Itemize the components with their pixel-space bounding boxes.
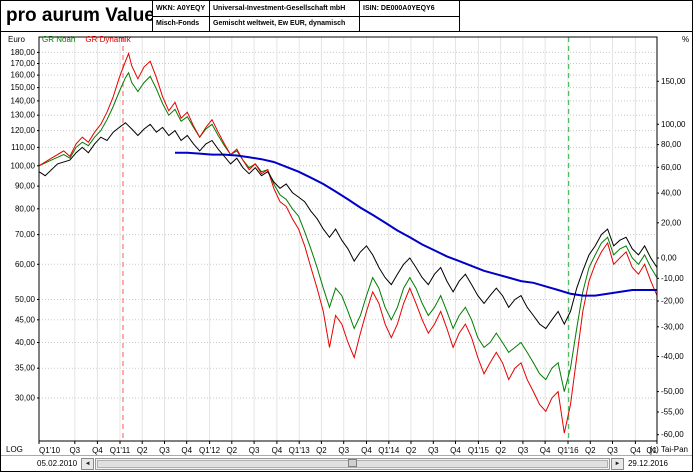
y-tick-left: 110,00 [11, 143, 35, 152]
y-tick-left: 70,00 [15, 230, 36, 239]
y-tick-left: 90,00 [15, 182, 36, 191]
scrollbar-track[interactable] [95, 457, 610, 470]
y-tick-left: 35,00 [15, 364, 36, 373]
isin-box-empty-row [360, 15, 459, 32]
series-average [175, 151, 657, 297]
x-tick: Q4 [181, 446, 192, 455]
y-tick-right: -40,00 [661, 352, 684, 361]
x-tick: Q2 [406, 446, 417, 455]
x-tick: Q3 [69, 446, 80, 455]
x-tick: Q1'10 [39, 446, 61, 455]
wkn-label: WKN: A0YEQY [156, 4, 206, 12]
x-tick: Q3 [428, 446, 439, 455]
x-tick: Q4 [92, 446, 103, 455]
chart-header: pro aurum ValueFlex WKN: A0YEQY Misch-Fo… [1, 1, 692, 32]
y-tick-right: -60,00 [661, 430, 684, 439]
y-tick-left: 140,00 [11, 96, 36, 105]
x-tick: Q1'13 [289, 446, 311, 455]
y-tick-left: 120,00 [11, 126, 36, 135]
y-tick-right: 150,00 [661, 77, 686, 86]
legend: GR Noah GR Dynamik [42, 35, 131, 44]
y-tick-right: 40,00 [661, 189, 682, 198]
y-tick-left: 30,00 [15, 394, 36, 403]
end-date-label: 29.12.2016 [627, 459, 668, 468]
x-tick: Q2 [585, 446, 596, 455]
x-tick: Q2 [316, 446, 327, 455]
y-tick-left: 60,00 [15, 260, 36, 269]
y-tick-left: 180,00 [11, 48, 36, 57]
x-tick: Q1'11 [110, 446, 131, 455]
y-tick-right: -50,00 [661, 387, 684, 396]
plot-frame [38, 36, 658, 442]
start-date-label: 05.02.2010 [37, 459, 78, 468]
y-tick-left: 80,00 [15, 204, 36, 213]
scrollbar-grip[interactable] [347, 458, 357, 467]
page-title: pro aurum ValueFlex [1, 1, 153, 31]
x-tick: Q3 [518, 446, 529, 455]
x-tick: Q4 [272, 446, 283, 455]
scroll-left-button[interactable]: ◄ [81, 457, 95, 470]
price-chart[interactable]: 180,00 170,00 160,00 150,00 140,00 130,00 120,… [1, 32, 693, 456]
x-tick: Q1'15 [468, 446, 490, 455]
timeline-scrollbar: 05.02.2010 ◄ ► 29.12.2016 [1, 455, 692, 471]
y-tick-left: 170,00 [11, 59, 36, 68]
x-tick: Q3 [607, 446, 618, 455]
x-tick: Q4 [361, 446, 372, 455]
x-tick: Q2 [137, 446, 148, 455]
scroll-right-icon: ► [614, 460, 621, 467]
x-tick: Q2 [495, 446, 506, 455]
scroll-right-button[interactable]: ► [610, 457, 624, 470]
category-label: Gemischt weltweit, Ew EUR, dynamisch [210, 15, 359, 32]
x-tick: Q1'14 [378, 446, 400, 455]
left-axis-unit: Euro [8, 35, 25, 44]
isin-label: ISIN: DE000A0YEQY6 [363, 4, 435, 12]
company-box: Universal-Investment-Gesellschaft mbH Ge… [210, 1, 360, 31]
x-tick: Q1'16 [557, 446, 579, 455]
y-tick-left: 100,00 [11, 161, 36, 170]
y-tick-left: 45,00 [15, 315, 36, 324]
y-tick-right: 60,00 [661, 163, 682, 172]
y-tick-right: 80,00 [661, 140, 682, 149]
legend-item-gr-dynamik: GR Dynamik [85, 35, 131, 44]
y-tick-left: 160,00 [11, 71, 36, 80]
series-fund [38, 122, 658, 330]
y-tick-left: 40,00 [15, 338, 36, 347]
x-tick: Q3 [249, 446, 260, 455]
y-tick-left: 150,00 [11, 83, 36, 92]
x-tick: Q1'12 [199, 446, 221, 455]
x-tick: Q4 [630, 446, 641, 455]
x-tick: Q4 [450, 446, 461, 455]
x-tick: Q3 [159, 446, 170, 455]
y-tick-right: -20,00 [661, 297, 684, 306]
copyright-label: (c) Tai-Pan [649, 445, 688, 454]
y-tick-right: 20,00 [661, 218, 682, 227]
scroll-left-icon: ◄ [84, 460, 91, 467]
right-axis-unit: % [682, 35, 690, 44]
x-tick: Q4 [540, 446, 551, 455]
x-tick: Q1 [646, 446, 657, 455]
y-tick-right: -30,00 [661, 322, 684, 331]
company-label: Universal-Investment-Gesellschaft mbH [213, 4, 346, 12]
wkn-box: WKN: A0YEQY Misch-Fonds [153, 1, 210, 31]
y-tick-left: 130,00 [11, 111, 36, 120]
y-tick-right: 100,00 [661, 120, 686, 129]
isin-box: ISIN: DE000A0YEQY6 [360, 1, 460, 31]
series-dynamik [38, 51, 658, 434]
series-noah [38, 71, 658, 392]
y-tick-right: 0,00 [661, 254, 677, 263]
x-tick: Q2 [226, 446, 237, 455]
y-tick-right: -10,00 [661, 274, 684, 283]
fund-type-label: Misch-Fonds [153, 15, 209, 32]
log-scale-toggle[interactable]: LOG [6, 445, 23, 454]
x-tick: Q3 [338, 446, 349, 455]
legend-item-gr-noah: GR Noah [42, 35, 76, 44]
y-tick-left: 50,00 [15, 295, 36, 304]
y-tick-right: -55,00 [661, 408, 684, 417]
